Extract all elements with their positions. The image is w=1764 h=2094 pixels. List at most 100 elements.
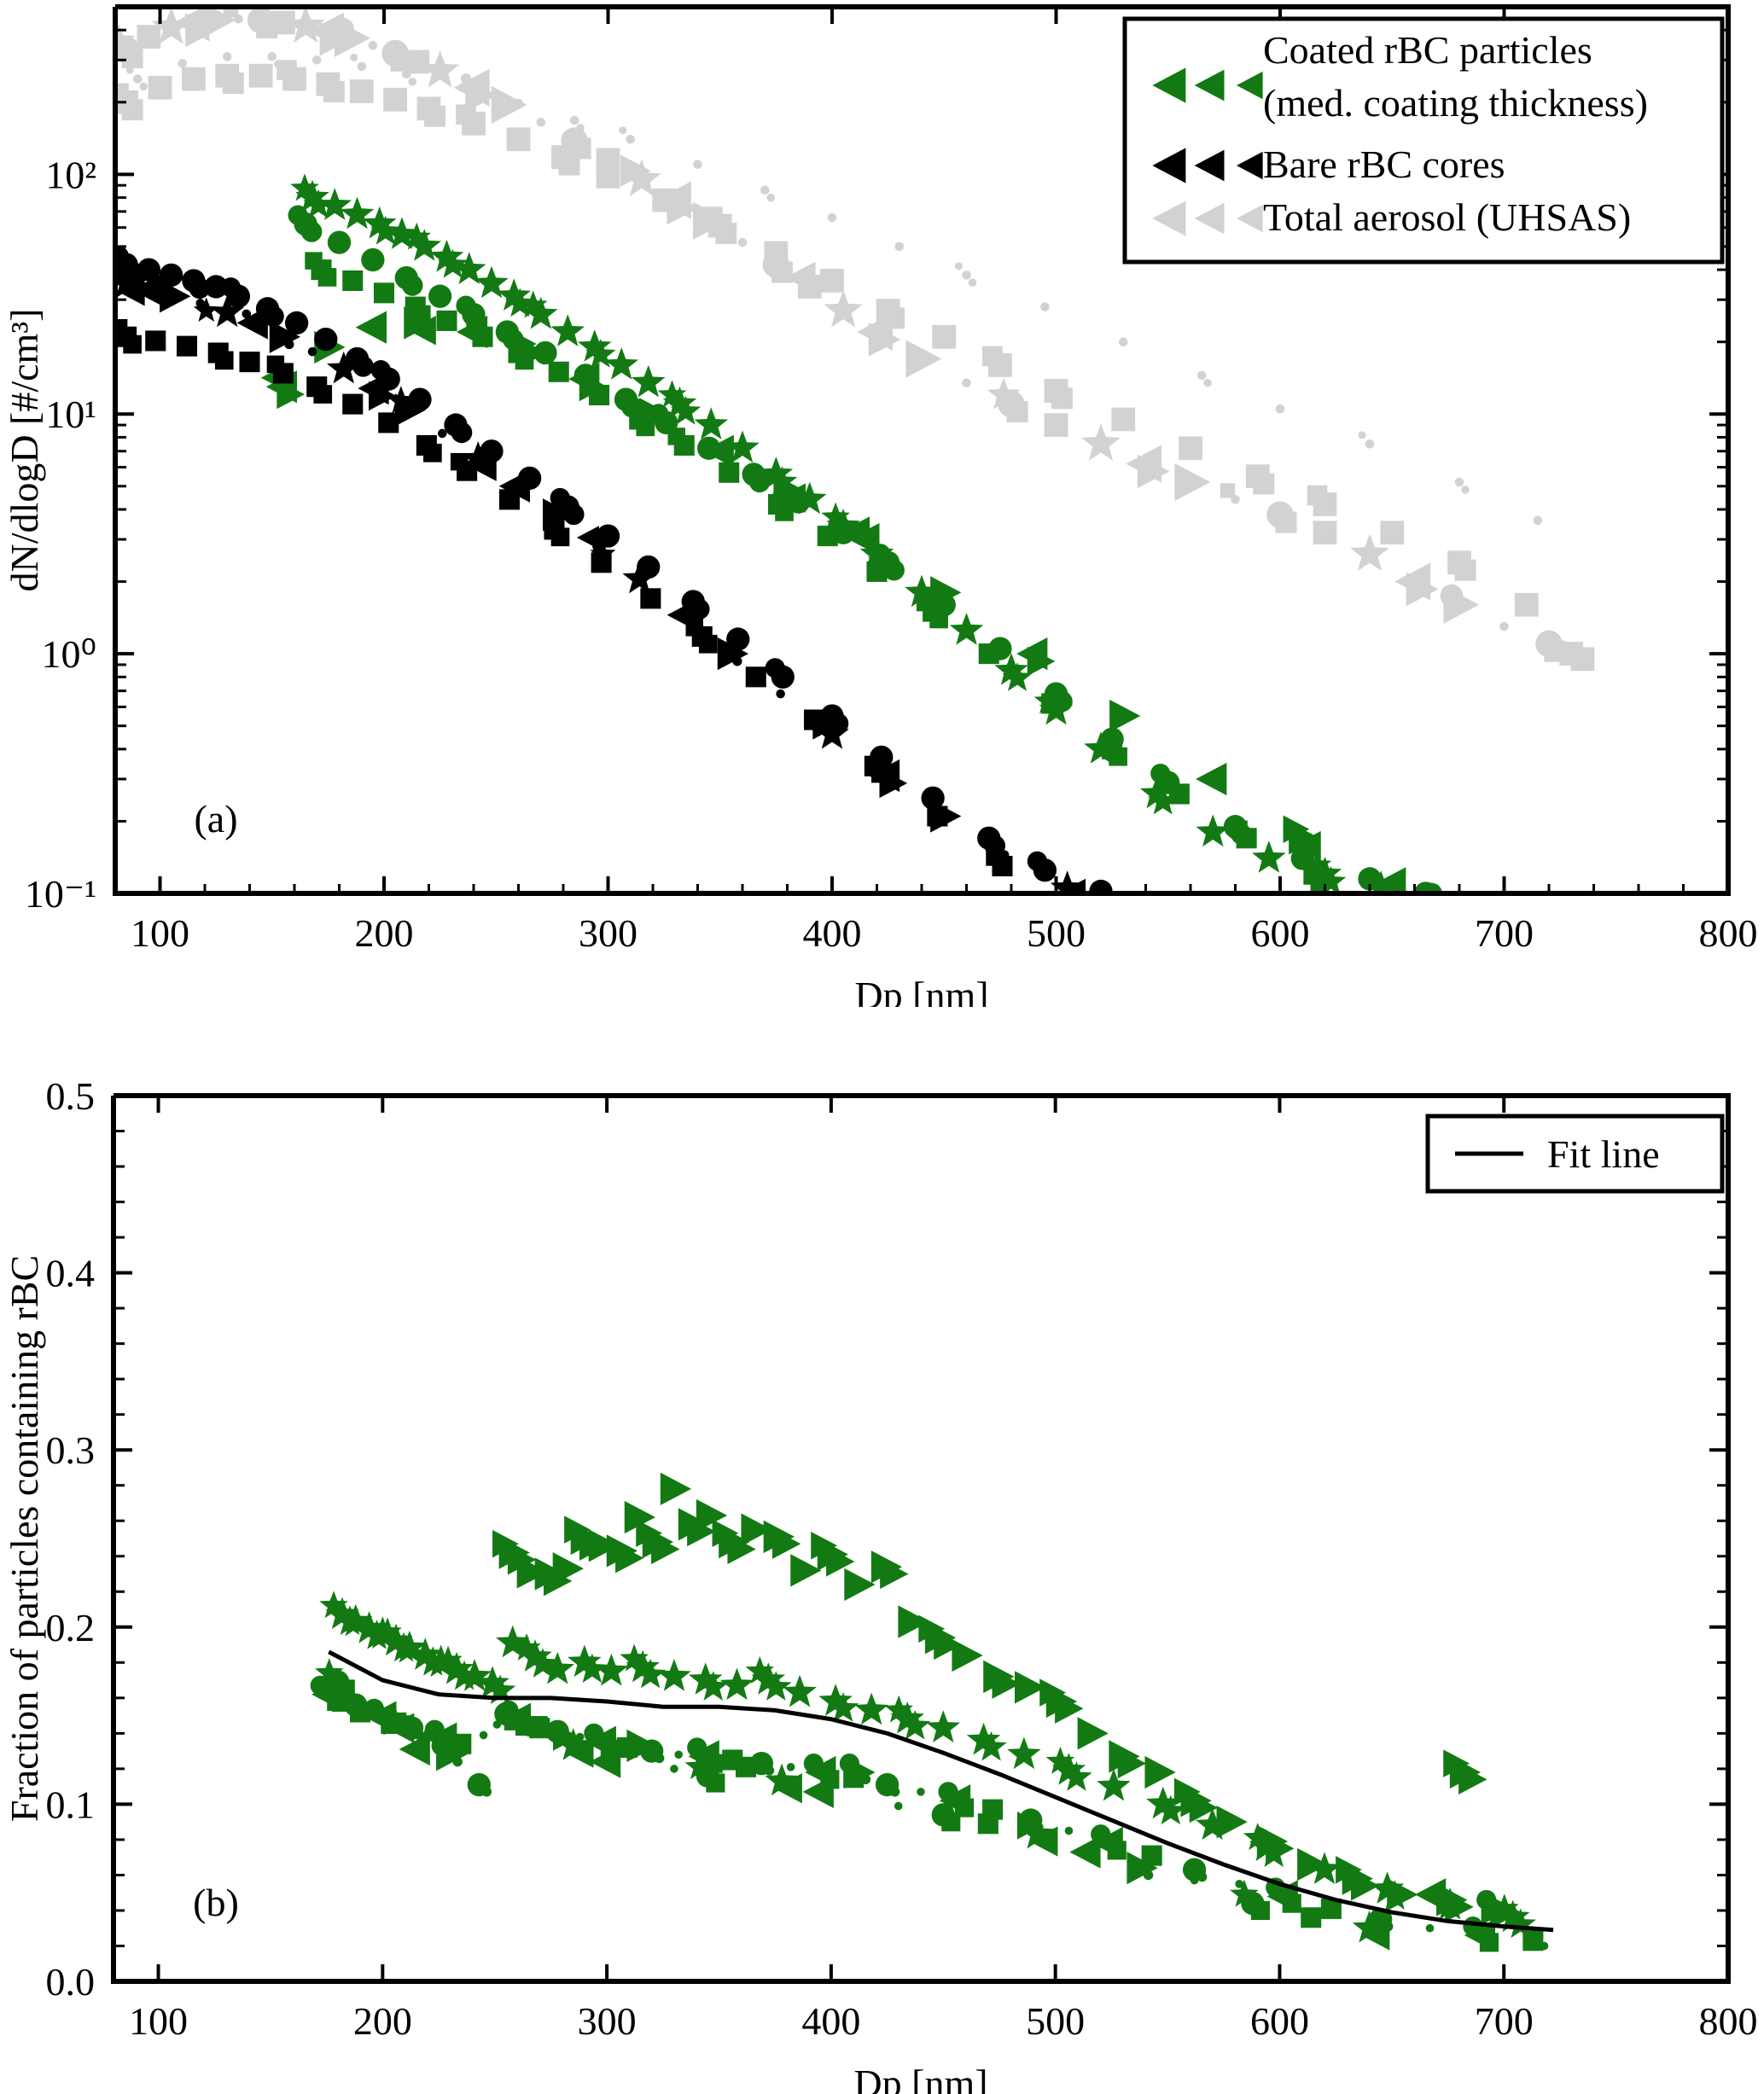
data-point-marker (929, 609, 948, 629)
data-point-marker (1137, 454, 1170, 489)
data-point-marker (1146, 1786, 1180, 1819)
data-point-marker (1414, 1878, 1447, 1911)
data-point-marker (460, 73, 472, 84)
panel-a-y-tick-label: 10² (45, 153, 96, 196)
data-point-marker (930, 576, 962, 609)
data-point-marker (290, 173, 319, 201)
data-point-marker (350, 1701, 371, 1723)
data-point-marker (562, 503, 585, 526)
data-point-marker (339, 1603, 373, 1637)
data-point-marker (479, 1730, 488, 1740)
data-point-marker (115, 23, 136, 55)
svg-text:200: 200 (355, 911, 414, 955)
legend-label-fit-line: Fit line (1547, 1132, 1660, 1176)
data-point-marker (1258, 1837, 1290, 1868)
data-point-marker (115, 83, 129, 104)
data-point-marker (1173, 1777, 1201, 1806)
panel-a-y-tick-label: 10⁻¹ (25, 872, 96, 916)
data-point-marker (1533, 515, 1543, 526)
panel-b-axes-frame (111, 1093, 1731, 1984)
data-point-marker (550, 314, 585, 346)
data-point-marker (115, 246, 129, 266)
data-point-marker (383, 87, 407, 112)
data-point-marker (1443, 1749, 1470, 1777)
data-point-marker (1458, 1764, 1487, 1794)
data-point-marker (379, 1623, 413, 1656)
data-point-marker (717, 637, 749, 671)
svg-text:300: 300 (579, 911, 637, 955)
data-point-marker (456, 104, 476, 125)
legend-label-line1: Total aerosol (UHSAS) (1263, 195, 1631, 239)
data-point-marker (314, 328, 338, 352)
data-point-marker (307, 346, 317, 357)
data-point-marker (401, 69, 411, 79)
data-point-marker (239, 352, 260, 373)
data-point-marker (514, 98, 523, 108)
data-point-marker (916, 593, 934, 612)
data-point-marker (495, 1625, 530, 1658)
data-point-marker (773, 1773, 802, 1804)
data-point-marker (1040, 302, 1050, 311)
panel-b-y-tick-label: 0.4 (46, 1252, 96, 1295)
data-point-marker (385, 217, 419, 249)
panel-b-series-group (310, 1472, 1549, 1952)
data-point-marker (921, 786, 945, 810)
data-point-marker (737, 237, 748, 247)
data-point-marker (1189, 1792, 1219, 1824)
panel-b-x-tick-label: 500 (1026, 1999, 1085, 2043)
data-point-marker (1195, 1807, 1230, 1841)
data-point-marker (1127, 1851, 1158, 1885)
data-point-marker (894, 1801, 903, 1811)
data-point-marker (569, 115, 579, 125)
data-point-marker (1007, 1736, 1041, 1770)
data-point-marker (1174, 462, 1211, 502)
data-point-marker (1147, 785, 1179, 815)
data-point-marker (1499, 621, 1509, 631)
legend-entry-2[interactable]: Total aerosol (UHSAS) (1152, 195, 1631, 239)
data-point-marker (626, 1729, 658, 1763)
data-point-marker (451, 422, 473, 444)
data-point-marker (536, 117, 546, 127)
data-point-marker (982, 346, 1003, 367)
data-point-marker (564, 1515, 591, 1544)
data-point-marker (962, 270, 971, 280)
data-point-marker (871, 764, 890, 783)
data-point-marker (954, 1798, 975, 1818)
data-point-marker (860, 1774, 871, 1785)
data-point-marker (317, 268, 337, 287)
data-point-marker (776, 689, 785, 699)
data-point-marker (284, 339, 294, 350)
data-point-marker (596, 524, 620, 548)
data-point-marker (407, 229, 442, 261)
data-point-marker (751, 1662, 786, 1695)
data-point-marker (1057, 878, 1086, 893)
data-point-marker (986, 848, 1004, 866)
data-point-marker (311, 55, 322, 65)
data-point-marker (917, 1788, 925, 1796)
data-point-marker (932, 324, 957, 349)
data-point-marker (506, 127, 531, 152)
panel-b-legend[interactable]: Fit line (1425, 1114, 1725, 1194)
data-point-marker (408, 316, 436, 346)
data-point-marker (457, 1659, 492, 1691)
data-point-marker (1203, 378, 1212, 387)
data-point-marker (137, 258, 161, 282)
data-point-marker (349, 79, 374, 103)
data-point-marker (698, 634, 718, 654)
data-point-marker (1275, 511, 1297, 533)
data-point-marker (1379, 1880, 1411, 1910)
data-point-marker (619, 126, 627, 135)
svg-text:100: 100 (131, 911, 189, 955)
legend-entry-1[interactable]: Bare rBC cores (1152, 143, 1505, 186)
data-point-marker (504, 288, 536, 317)
data-point-marker (210, 294, 245, 328)
data-point-marker (1196, 814, 1231, 847)
data-point-marker (766, 193, 776, 202)
data-point-marker (323, 80, 345, 102)
legend-entry-0[interactable]: Coated rBC particles (med. coating thickn… (1152, 28, 1648, 125)
data-point-marker (456, 295, 476, 316)
data-point-marker (1196, 1871, 1208, 1882)
panel-b-y-axis-title: Fraction of particles containing rBC (3, 1255, 46, 1822)
data-point-marker (745, 666, 766, 688)
